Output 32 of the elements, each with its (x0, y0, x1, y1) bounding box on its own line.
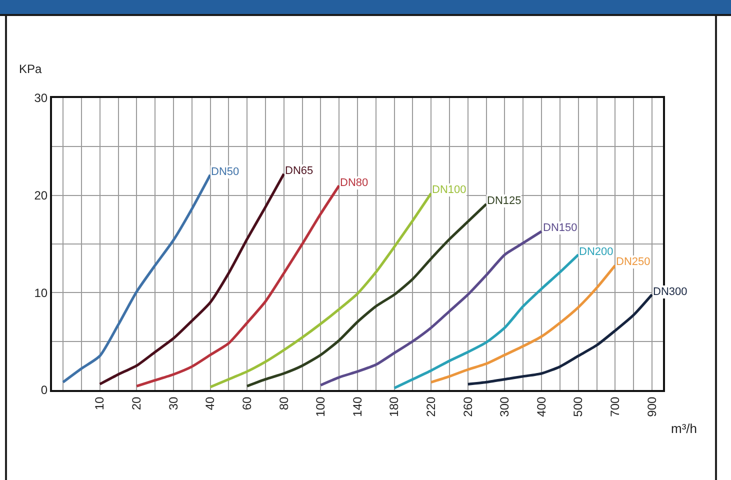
y-tick-label: 20 (34, 188, 48, 203)
x-tick-label: 300 (498, 396, 512, 417)
y-axis-title: KPa (19, 62, 42, 76)
series-label: DN200 (579, 246, 614, 258)
series-label: DN125 (487, 195, 522, 207)
x-tick-label: 20 (130, 396, 144, 410)
series-label: DN100 (432, 184, 466, 196)
series-label: DN50 (211, 166, 240, 178)
x-tick-label: 220 (424, 396, 438, 417)
x-tick-label: 700 (608, 396, 622, 417)
x-tick-label: 900 (644, 396, 659, 417)
line-series (319, 230, 543, 386)
x-tick-label: 40 (203, 396, 218, 410)
x-tick-label: 260 (460, 396, 475, 417)
x-tick-label: 10 (92, 396, 107, 410)
x-tick-label: 100 (314, 396, 328, 417)
x-tick-label: 60 (240, 396, 254, 410)
y-tick-label: 30 (34, 91, 48, 106)
series-label: DN150 (543, 222, 578, 234)
y-tick-label: 0 (40, 383, 48, 398)
x-tick-label: 30 (166, 396, 180, 410)
x-tick-label: 140 (350, 396, 364, 417)
series-label: DN80 (340, 177, 368, 189)
y-tick-label: 10 (34, 286, 48, 300)
series-label: DN65 (285, 165, 314, 177)
x-tick-label: 180 (387, 396, 402, 417)
x-tick-label: 500 (571, 396, 586, 417)
series-label: DN300 (653, 286, 688, 298)
x-tick-label: 400 (534, 396, 548, 417)
x-axis-title: m³/h (671, 421, 697, 436)
x-tick-label: 80 (276, 396, 291, 410)
series-label: DN250 (616, 256, 650, 268)
